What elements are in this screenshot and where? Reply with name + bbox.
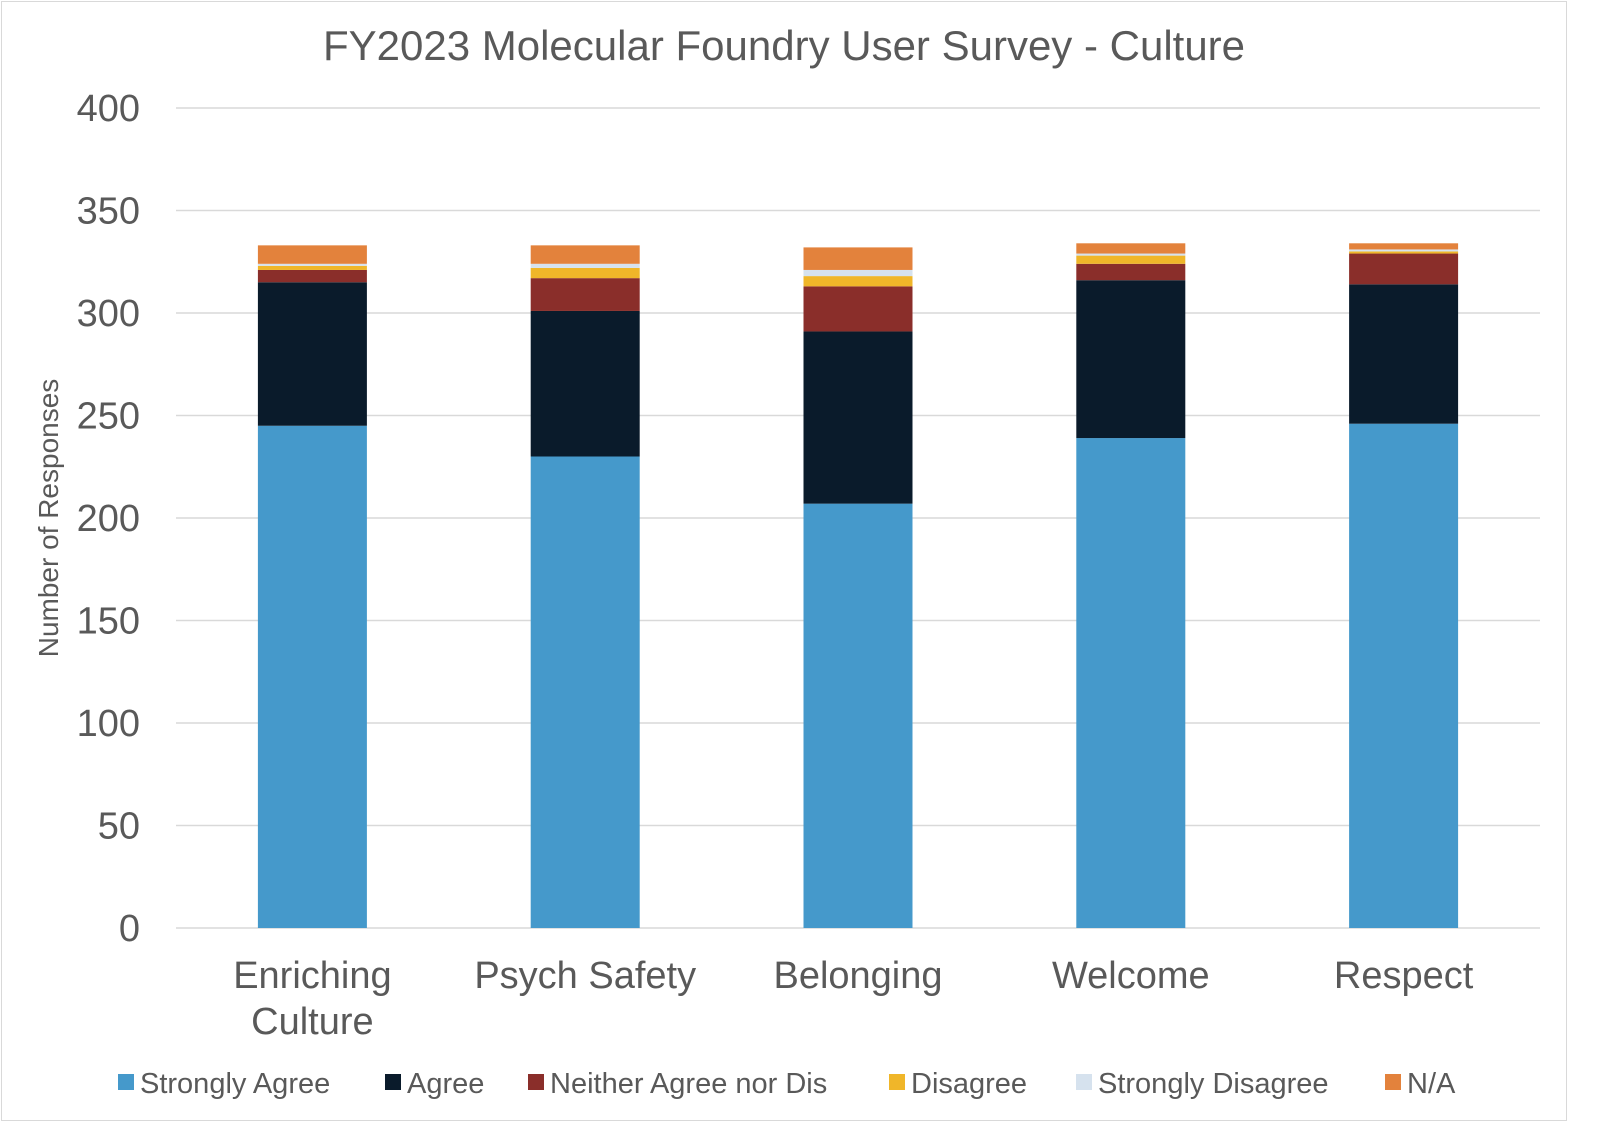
bar-belonging-neither-agree-nor-dis (803, 286, 913, 332)
bar-welcome-strongly-agree (1076, 438, 1186, 928)
bar-welcome-neither-agree-nor-dis (1076, 263, 1186, 281)
legend-label-agree: Agree (407, 1068, 484, 1100)
bar-psych-safety-agree (530, 310, 640, 457)
legend-swatch-agree (385, 1074, 401, 1090)
y-tick-label-50: 50 (98, 806, 140, 848)
bar-respect-agree (1349, 284, 1459, 424)
y-tick-label-0: 0 (119, 908, 140, 950)
bar-respect-strongly-disagree (1349, 249, 1459, 252)
bar-psych-safety-n-a (530, 245, 640, 264)
bar-psych-safety-strongly-disagree (530, 263, 640, 268)
x-axis-ticks: Enriching Culture Psych Safety Belonging Wel… (233, 955, 1474, 1043)
legend: Strongly Agree Agree Neither Agree nor Dis… (118, 1068, 1456, 1100)
bar-belonging-strongly-agree (803, 503, 913, 928)
bar-belonging-agree (803, 331, 913, 504)
bar-psych-safety-disagree (530, 267, 640, 279)
bar-belonging-disagree (803, 276, 913, 287)
legend-label-disagree: Disagree (911, 1068, 1027, 1100)
legend-swatch-strongly-disagree (1076, 1074, 1092, 1090)
bar-enriching-culture-strongly-disagree (257, 263, 367, 266)
bars (257, 243, 1459, 928)
legend-label-neither-agree-nor-dis: Neither Agree nor Dis (550, 1068, 827, 1100)
y-tick-label-300: 300 (77, 293, 140, 335)
bar-belonging-n-a (803, 247, 913, 270)
bar-psych-safety-strongly-agree (530, 456, 640, 928)
legend-swatch-disagree (889, 1074, 905, 1090)
bar-belonging-strongly-disagree (803, 269, 913, 277)
bar-welcome-n-a (1076, 243, 1186, 254)
legend-swatch-n-a (1385, 1074, 1401, 1090)
x-tick-label: Enriching Culture (233, 955, 391, 1043)
bar-respect-disagree (1349, 251, 1459, 254)
x-tick-label: Welcome (1052, 955, 1210, 997)
y-axis-label: Number of Responses (33, 379, 64, 658)
bar-welcome-agree (1076, 280, 1186, 439)
legend-label-n-a: N/A (1407, 1068, 1456, 1100)
y-tick-label-150: 150 (77, 601, 140, 643)
bar-enriching-culture-neither-agree-nor-dis (257, 269, 367, 283)
y-tick-label-200: 200 (77, 498, 140, 540)
bar-respect-n-a (1349, 243, 1459, 250)
bar-psych-safety-neither-agree-nor-dis (530, 278, 640, 311)
x-tick-label: Respect (1334, 955, 1474, 997)
bar-enriching-culture-agree (257, 282, 367, 426)
bar-welcome-disagree (1076, 255, 1186, 264)
legend-swatch-neither-agree-nor-dis (528, 1074, 544, 1090)
x-tick-label: Belonging (773, 955, 942, 997)
legend-label-strongly-agree: Strongly Agree (140, 1068, 330, 1100)
y-tick-label-100: 100 (77, 703, 140, 745)
bar-respect-neither-agree-nor-dis (1349, 253, 1459, 285)
y-tick-label-400: 400 (77, 88, 140, 130)
chart-title: FY2023 Molecular Foundry User Survey - C… (323, 22, 1245, 69)
bar-enriching-culture-n-a (257, 245, 367, 264)
x-tick-label: Psych Safety (474, 955, 696, 997)
legend-swatch-strongly-agree (118, 1074, 134, 1090)
bar-welcome-strongly-disagree (1076, 253, 1186, 256)
y-tick-label-350: 350 (77, 191, 140, 233)
legend-label-strongly-disagree: Strongly Disagree (1098, 1068, 1329, 1100)
y-axis-ticks: 0 50 100 150 200 250 300 350 400 (77, 88, 140, 950)
bar-enriching-culture-strongly-agree (257, 425, 367, 928)
y-tick-label-250: 250 (77, 396, 140, 438)
bar-respect-strongly-agree (1349, 423, 1459, 928)
bar-enriching-culture-disagree (257, 265, 367, 270)
